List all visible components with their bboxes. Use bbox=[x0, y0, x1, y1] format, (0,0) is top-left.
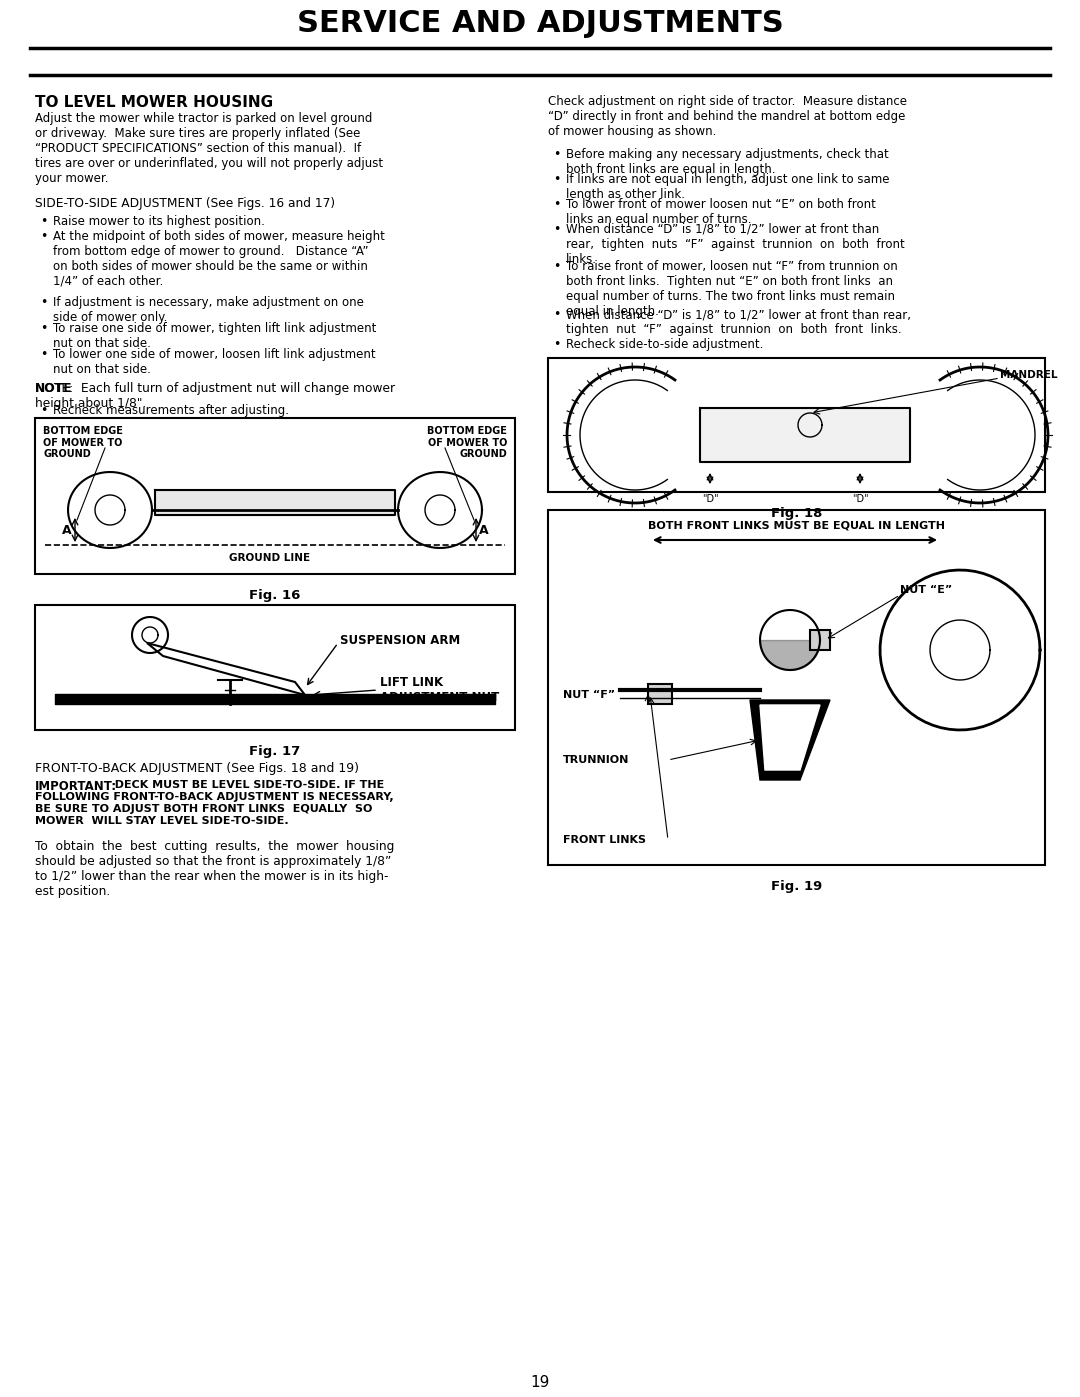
Text: "D": "D" bbox=[852, 495, 868, 504]
Text: MANDREL: MANDREL bbox=[1000, 370, 1057, 380]
Bar bbox=[548, 510, 1045, 865]
Text: •: • bbox=[40, 348, 48, 360]
Text: •: • bbox=[553, 338, 561, 351]
Text: LIFT LINK
ADJUSTMENT NUT: LIFT LINK ADJUSTMENT NUT bbox=[380, 676, 499, 704]
Text: NOTE:  Each full turn of adjustment nut will change mower
height about 1/8".: NOTE: Each full turn of adjustment nut w… bbox=[35, 381, 395, 409]
Text: If adjustment is necessary, make adjustment on one
side of mower only.: If adjustment is necessary, make adjustm… bbox=[53, 296, 364, 324]
Text: NUT “E”: NUT “E” bbox=[900, 585, 953, 595]
Text: Recheck side-to-side adjustment.: Recheck side-to-side adjustment. bbox=[566, 338, 764, 351]
Text: FOLLOWING FRONT-TO-BACK ADJUSTMENT IS NECESSARY,: FOLLOWING FRONT-TO-BACK ADJUSTMENT IS NE… bbox=[35, 792, 393, 802]
Text: •: • bbox=[40, 321, 48, 335]
Text: SERVICE AND ADJUSTMENTS: SERVICE AND ADJUSTMENTS bbox=[297, 8, 783, 38]
Text: Fig. 19: Fig. 19 bbox=[771, 880, 823, 893]
Text: To lower front of mower loosen nut “E” on both front
links an equal number of tu: To lower front of mower loosen nut “E” o… bbox=[566, 198, 876, 226]
Text: IMPORTANT:: IMPORTANT: bbox=[35, 780, 117, 793]
Text: Fig. 16: Fig. 16 bbox=[249, 590, 300, 602]
Text: To lower one side of mower, loosen lift link adjustment
nut on that side.: To lower one side of mower, loosen lift … bbox=[53, 348, 376, 376]
Text: BOTTOM EDGE
OF MOWER TO
GROUND: BOTTOM EDGE OF MOWER TO GROUND bbox=[43, 426, 123, 460]
Text: TRUNNION: TRUNNION bbox=[563, 754, 630, 766]
Text: Fig. 17: Fig. 17 bbox=[249, 745, 300, 759]
Text: SUSPENSION ARM: SUSPENSION ARM bbox=[340, 633, 460, 647]
Text: Before making any necessary adjustments, check that
both front links are equal i: Before making any necessary adjustments,… bbox=[566, 148, 889, 176]
Polygon shape bbox=[147, 643, 305, 694]
Text: FRONT LINKS: FRONT LINKS bbox=[563, 835, 646, 845]
Text: SIDE-TO-SIDE ADJUSTMENT (See Figs. 16 and 17): SIDE-TO-SIDE ADJUSTMENT (See Figs. 16 an… bbox=[35, 197, 335, 210]
Text: •: • bbox=[553, 260, 561, 272]
Text: •: • bbox=[40, 404, 48, 416]
Text: •: • bbox=[553, 173, 561, 186]
Text: TO LEVEL MOWER HOUSING: TO LEVEL MOWER HOUSING bbox=[35, 95, 273, 110]
Text: A: A bbox=[63, 524, 71, 536]
Text: BOTH FRONT LINKS MUST BE EQUAL IN LENGTH: BOTH FRONT LINKS MUST BE EQUAL IN LENGTH bbox=[648, 520, 945, 529]
Text: A: A bbox=[480, 524, 489, 536]
Text: To raise front of mower, loosen nut “F” from trunnion on
both front links.  Tigh: To raise front of mower, loosen nut “F” … bbox=[566, 260, 897, 319]
Text: •: • bbox=[553, 198, 561, 211]
Text: •: • bbox=[40, 215, 48, 228]
Text: BOTTOM EDGE
OF MOWER TO
GROUND: BOTTOM EDGE OF MOWER TO GROUND bbox=[427, 426, 507, 460]
Text: •: • bbox=[553, 224, 561, 236]
Text: MOWER  WILL STAY LEVEL SIDE-TO-SIDE.: MOWER WILL STAY LEVEL SIDE-TO-SIDE. bbox=[35, 816, 288, 826]
Text: To  obtain  the  best  cutting  results,  the  mower  housing
should be adjusted: To obtain the best cutting results, the … bbox=[35, 840, 394, 898]
Text: FRONT-TO-BACK ADJUSTMENT (See Figs. 18 and 19): FRONT-TO-BACK ADJUSTMENT (See Figs. 18 a… bbox=[35, 761, 359, 775]
Text: NOTE: NOTE bbox=[35, 381, 72, 395]
Text: To raise one side of mower, tighten lift link adjustment
nut on that side.: To raise one side of mower, tighten lift… bbox=[53, 321, 376, 351]
Text: When distance “D” is 1/8” to 1/2” lower at front than
rear,  tighten  nuts  “F” : When distance “D” is 1/8” to 1/2” lower … bbox=[566, 224, 905, 265]
Text: •: • bbox=[553, 307, 561, 321]
Bar bbox=[810, 630, 831, 650]
Text: Fig. 18: Fig. 18 bbox=[771, 507, 823, 520]
Text: Adjust the mower while tractor is parked on level ground
or driveway.  Make sure: Adjust the mower while tractor is parked… bbox=[35, 112, 383, 184]
Bar bbox=[548, 358, 1045, 492]
Text: At the midpoint of both sides of mower, measure height
from bottom edge of mower: At the midpoint of both sides of mower, … bbox=[53, 231, 384, 288]
Text: "D": "D" bbox=[702, 495, 718, 504]
Text: DECK MUST BE LEVEL SIDE-TO-SIDE. IF THE: DECK MUST BE LEVEL SIDE-TO-SIDE. IF THE bbox=[107, 780, 384, 789]
Polygon shape bbox=[760, 705, 820, 770]
Text: If links are not equal in length, adjust one link to same
length as other link.: If links are not equal in length, adjust… bbox=[566, 173, 890, 201]
Text: Recheck measurements after adjusting.: Recheck measurements after adjusting. bbox=[53, 404, 289, 416]
Text: Check adjustment on right side of tractor.  Measure distance
“D” directly in fro: Check adjustment on right side of tracto… bbox=[548, 95, 907, 138]
Text: 19: 19 bbox=[530, 1375, 550, 1390]
Text: NUT “F”: NUT “F” bbox=[563, 690, 616, 700]
Text: •: • bbox=[553, 148, 561, 161]
Text: GROUND LINE: GROUND LINE bbox=[229, 553, 311, 563]
Bar bbox=[648, 685, 672, 704]
Bar bbox=[35, 418, 515, 574]
Polygon shape bbox=[750, 700, 831, 780]
Text: BE SURE TO ADJUST BOTH FRONT LINKS  EQUALLY  SO: BE SURE TO ADJUST BOTH FRONT LINKS EQUAL… bbox=[35, 805, 373, 814]
Bar bbox=[35, 605, 515, 731]
Text: Raise mower to its highest position.: Raise mower to its highest position. bbox=[53, 215, 265, 228]
Text: •: • bbox=[40, 231, 48, 243]
Text: •: • bbox=[40, 296, 48, 309]
Text: When distance “D” is 1/8” to 1/2” lower at front than rear,
tighten  nut  “F”  a: When distance “D” is 1/8” to 1/2” lower … bbox=[566, 307, 912, 337]
